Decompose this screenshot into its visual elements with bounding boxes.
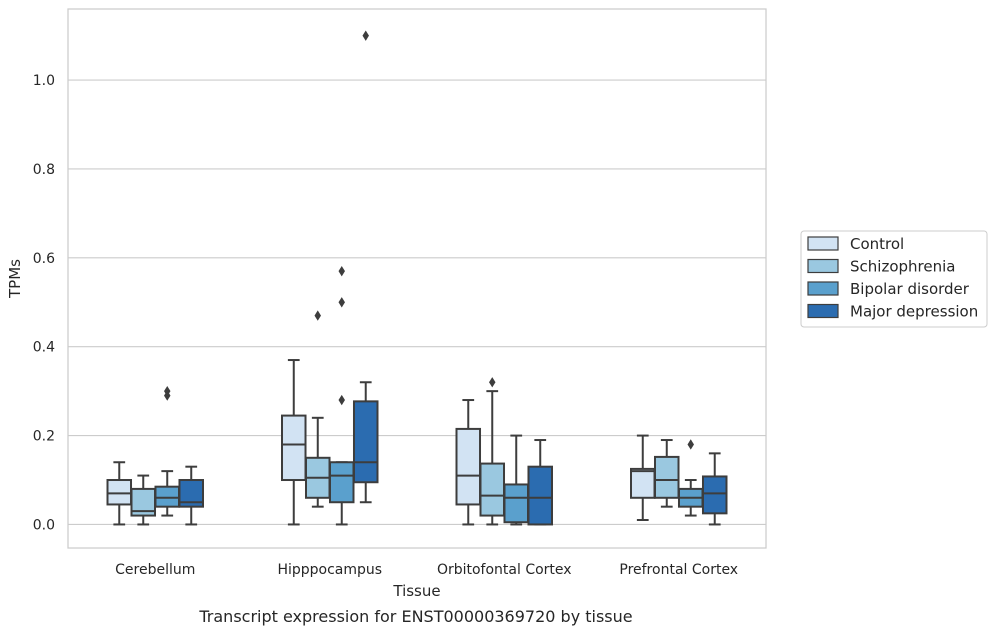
box [527,465,553,526]
y-tick-label: 0.8 [33,162,55,178]
outlier-point [338,297,345,308]
outlier-point [338,394,345,406]
y-tick-label: 0.0 [33,517,55,533]
legend-label: Bipolar disorder [850,280,970,298]
box-group [630,434,656,522]
box-group [677,439,704,517]
outlier-point [489,377,496,388]
legend-swatch [807,281,839,296]
box-plot-series [106,30,728,526]
box-group [503,434,530,526]
box-group [527,439,553,526]
outlier-point [362,30,369,41]
box-group [281,359,307,526]
legend-frame [800,230,988,328]
y-tick-label: 1.0 [33,73,55,89]
box-group [106,461,133,526]
outlier-point [164,385,171,397]
legend-swatch [807,236,839,251]
outlier-point [314,310,321,321]
x-tick-label: Prefrontal Cortex [619,562,738,578]
legend-swatch [807,258,839,274]
legend-label: Major depression [850,303,978,321]
y-tick-label: 0.2 [33,429,55,445]
legend-label: Control [850,235,904,253]
box-group [653,439,680,508]
y-axis-ticks: 0.0 0.2 0.4 0.6 0.8 1.0 [33,73,55,533]
box [701,475,728,515]
box [352,400,379,484]
box-group [479,377,506,526]
box [630,467,656,499]
box [154,485,181,508]
box [281,414,307,482]
box [106,479,133,506]
legend: Control Schizophrenia Bipolar disorder Majo… [800,230,988,328]
y-axis-label: TPMs [6,259,24,299]
legend-swatch [807,303,839,319]
box [328,461,355,504]
box [503,483,530,524]
box-group [352,30,379,504]
x-tick-label: Cerebellum [115,562,195,578]
outlier-point [687,439,694,450]
box [479,462,506,517]
x-tick-label: Hipppocampus [277,562,382,578]
box [455,427,482,506]
box-group [154,385,181,517]
box-group [178,465,204,526]
box-group [130,474,157,526]
box-group [304,310,331,508]
box-group [455,399,482,526]
y-tick-label: 0.6 [33,251,55,267]
x-axis-label: Tissue [392,582,440,600]
x-tick-label: Orbitofontal Cortex [437,562,572,578]
plot-frame [67,8,767,549]
y-tick-label: 0.4 [33,340,55,356]
box-group [701,452,728,526]
chart-caption: Transcript expression for ENST0000036972… [198,607,632,626]
outlier-point [338,265,345,277]
box-group [328,265,355,526]
box [178,479,204,508]
grid-lines [68,79,766,525]
x-axis-ticks: Cerebellum Hipppocampus Orbitofontal Corte… [115,562,738,578]
box [653,455,680,499]
legend-label: Schizophrenia [850,258,955,276]
